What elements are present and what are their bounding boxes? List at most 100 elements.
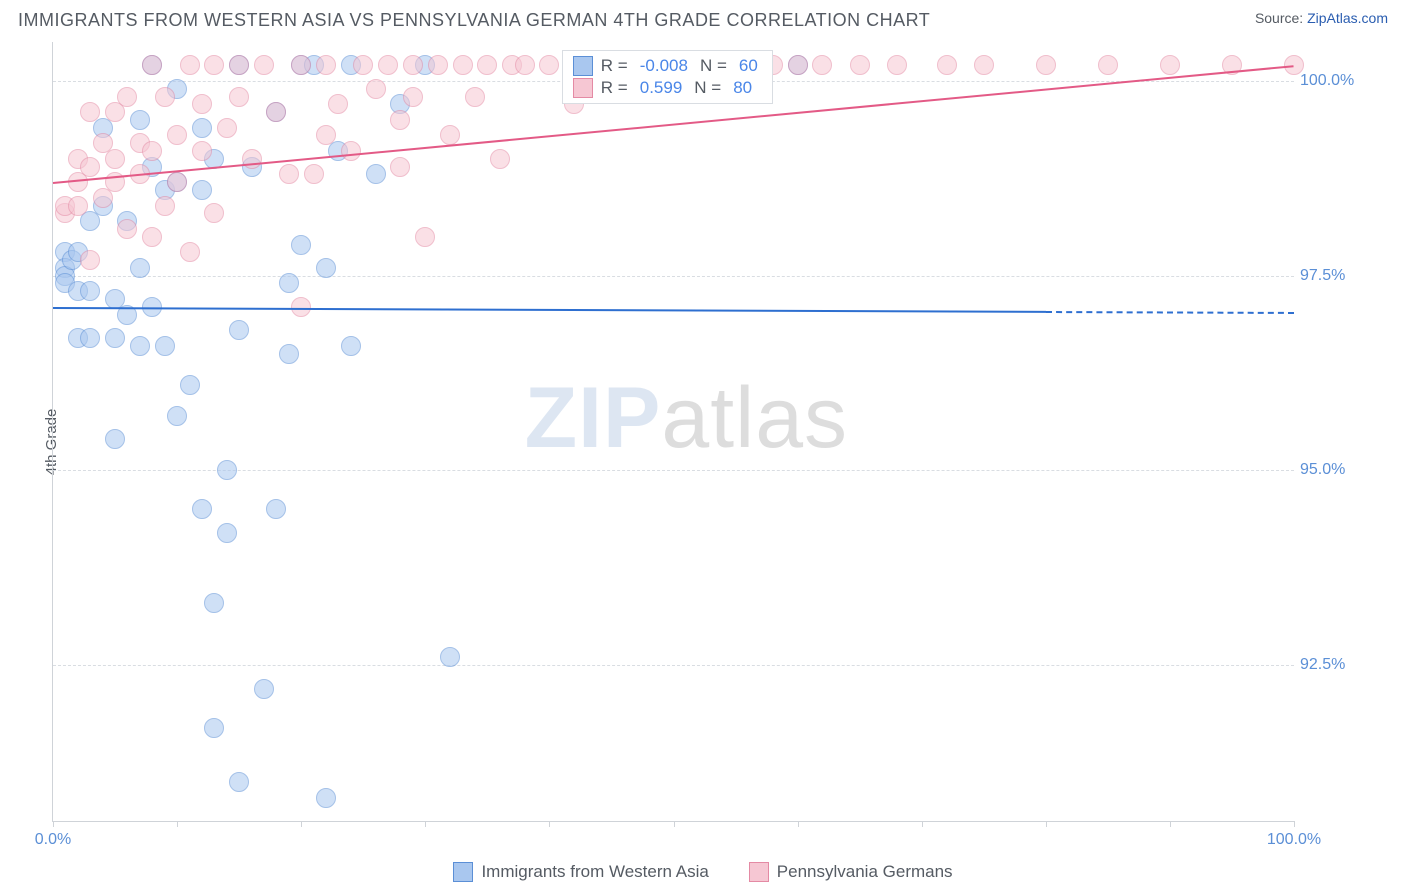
legend-r-value: -0.008: [636, 56, 692, 76]
scatter-point-blue: [229, 320, 249, 340]
scatter-point-pink: [142, 55, 162, 75]
scatter-point-blue: [130, 258, 150, 278]
scatter-point-blue: [316, 788, 336, 808]
x-tick-mark: [53, 821, 54, 827]
scatter-point-blue: [341, 336, 361, 356]
x-tick-mark: [549, 821, 550, 827]
scatter-point-blue: [217, 523, 237, 543]
legend-label: Immigrants from Western Asia: [481, 862, 708, 882]
legend-r-label: R =: [601, 56, 628, 76]
scatter-point-pink: [366, 79, 386, 99]
legend-item: Pennsylvania Germans: [749, 862, 953, 882]
legend-bottom: Immigrants from Western Asia Pennsylvania…: [0, 862, 1406, 882]
x-tick-mark: [177, 821, 178, 827]
scatter-point-blue: [130, 336, 150, 356]
trend-line: [1046, 311, 1294, 314]
legend-item: Immigrants from Western Asia: [453, 862, 708, 882]
scatter-point-pink: [440, 125, 460, 145]
scatter-point-blue: [180, 375, 200, 395]
scatter-point-pink: [453, 55, 473, 75]
legend-label: Pennsylvania Germans: [777, 862, 953, 882]
gridline-h: [53, 470, 1294, 471]
x-tick-mark: [1170, 821, 1171, 827]
legend-correlation-box: R =-0.008N =60R = 0.599N =80: [562, 50, 773, 104]
scatter-point-pink: [316, 55, 336, 75]
scatter-point-blue: [204, 593, 224, 613]
x-tick-mark: [1294, 821, 1295, 827]
scatter-point-pink: [539, 55, 559, 75]
x-tick-mark: [798, 821, 799, 827]
scatter-point-pink: [328, 94, 348, 114]
source-attribution: Source: ZipAtlas.com: [1255, 10, 1388, 26]
scatter-point-pink: [167, 172, 187, 192]
scatter-point-blue: [217, 460, 237, 480]
scatter-point-blue: [204, 718, 224, 738]
scatter-point-pink: [1036, 55, 1056, 75]
scatter-point-pink: [229, 55, 249, 75]
scatter-point-blue: [266, 499, 286, 519]
scatter-point-blue: [254, 679, 274, 699]
scatter-point-blue: [229, 772, 249, 792]
scatter-point-pink: [378, 55, 398, 75]
scatter-point-pink: [974, 55, 994, 75]
scatter-point-pink: [180, 242, 200, 262]
scatter-point-pink: [1098, 55, 1118, 75]
scatter-point-pink: [428, 55, 448, 75]
source-link[interactable]: ZipAtlas.com: [1307, 10, 1388, 26]
scatter-point-blue: [192, 180, 212, 200]
scatter-point-pink: [217, 118, 237, 138]
scatter-point-pink: [390, 157, 410, 177]
legend-swatch: [573, 78, 593, 98]
scatter-point-pink: [937, 55, 957, 75]
scatter-point-blue: [192, 499, 212, 519]
watermark-atlas: atlas: [661, 370, 848, 466]
scatter-point-blue: [366, 164, 386, 184]
watermark-zip: ZIP: [525, 370, 662, 466]
scatter-point-blue: [316, 258, 336, 278]
scatter-point-pink: [887, 55, 907, 75]
scatter-point-blue: [80, 328, 100, 348]
scatter-point-pink: [415, 227, 435, 247]
scatter-point-pink: [266, 102, 286, 122]
scatter-point-pink: [341, 141, 361, 161]
x-tick-mark: [301, 821, 302, 827]
header: IMMIGRANTS FROM WESTERN ASIA VS PENNSYLV…: [0, 0, 1406, 35]
scatter-point-pink: [105, 149, 125, 169]
legend-correlation-row: R = 0.599N =80: [573, 77, 762, 99]
scatter-point-pink: [155, 196, 175, 216]
scatter-point-pink: [204, 55, 224, 75]
x-tick-mark: [674, 821, 675, 827]
scatter-point-pink: [403, 87, 423, 107]
scatter-point-blue: [80, 281, 100, 301]
x-tick-label: 0.0%: [35, 831, 71, 849]
scatter-point-pink: [1160, 55, 1180, 75]
legend-swatch: [573, 56, 593, 76]
scatter-point-pink: [192, 94, 212, 114]
x-tick-label: 100.0%: [1267, 831, 1321, 849]
scatter-point-pink: [403, 55, 423, 75]
legend-n-label: N =: [694, 78, 721, 98]
scatter-point-blue: [279, 273, 299, 293]
scatter-point-pink: [80, 102, 100, 122]
scatter-point-pink: [291, 297, 311, 317]
y-tick-label: 92.5%: [1300, 656, 1384, 674]
legend-correlation-row: R =-0.008N =60: [573, 55, 762, 77]
scatter-point-pink: [204, 203, 224, 223]
scatter-point-pink: [390, 110, 410, 130]
scatter-point-pink: [192, 141, 212, 161]
scatter-point-pink: [229, 87, 249, 107]
scatter-point-pink: [80, 250, 100, 270]
y-tick-label: 100.0%: [1300, 72, 1384, 90]
scatter-point-blue: [291, 235, 311, 255]
scatter-point-blue: [192, 118, 212, 138]
scatter-point-pink: [788, 55, 808, 75]
scatter-point-blue: [167, 406, 187, 426]
scatter-point-blue: [155, 336, 175, 356]
scatter-point-blue: [105, 429, 125, 449]
y-tick-label: 95.0%: [1300, 461, 1384, 479]
legend-r-value: 0.599: [636, 78, 687, 98]
plot-region: ZIPatlas 92.5%95.0%97.5%100.0%0.0%100.0%…: [52, 42, 1294, 822]
scatter-point-pink: [142, 227, 162, 247]
x-tick-mark: [922, 821, 923, 827]
legend-swatch: [749, 862, 769, 882]
